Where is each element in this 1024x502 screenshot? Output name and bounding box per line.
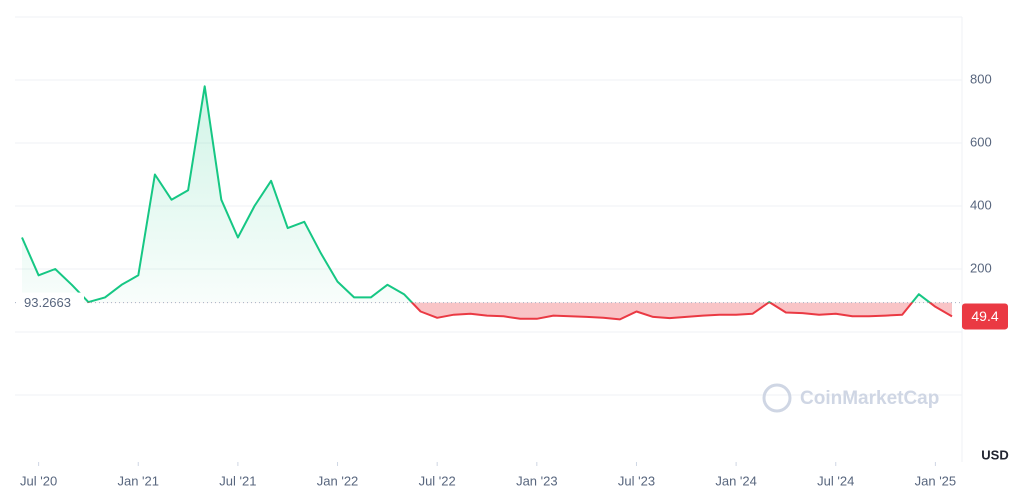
price-area <box>22 86 952 320</box>
baseline-label-bg <box>18 292 84 313</box>
y-tick-label: 800 <box>970 71 992 86</box>
price-badge <box>962 303 1008 330</box>
x-tick-label: Jan '25 <box>915 473 957 488</box>
x-tick-label: Jan '23 <box>516 473 558 488</box>
x-tick-label: Jul '22 <box>419 473 456 488</box>
x-tick-label: Jul '23 <box>618 473 655 488</box>
x-tick-label: Jan '24 <box>715 473 757 488</box>
x-tick-label: Jul '24 <box>817 473 854 488</box>
x-tick-label: Jul '21 <box>219 473 256 488</box>
watermark-text: CoinMarketCap <box>800 388 939 409</box>
watermark: CoinMarketCap <box>762 383 939 413</box>
y-tick-label: 200 <box>970 260 992 275</box>
x-tick-label: Jul '20 <box>20 473 57 488</box>
baseline-label: 93.2663 <box>24 295 71 310</box>
y-tick-label: 400 <box>970 197 992 212</box>
x-tick-label: Jan '21 <box>117 473 159 488</box>
price-badge-label: 49.4 <box>971 308 998 324</box>
x-tick-label: Jan '22 <box>317 473 359 488</box>
price-line <box>21 85 953 321</box>
y-tick-label: 600 <box>970 134 992 149</box>
currency-label: USD <box>981 447 1008 462</box>
